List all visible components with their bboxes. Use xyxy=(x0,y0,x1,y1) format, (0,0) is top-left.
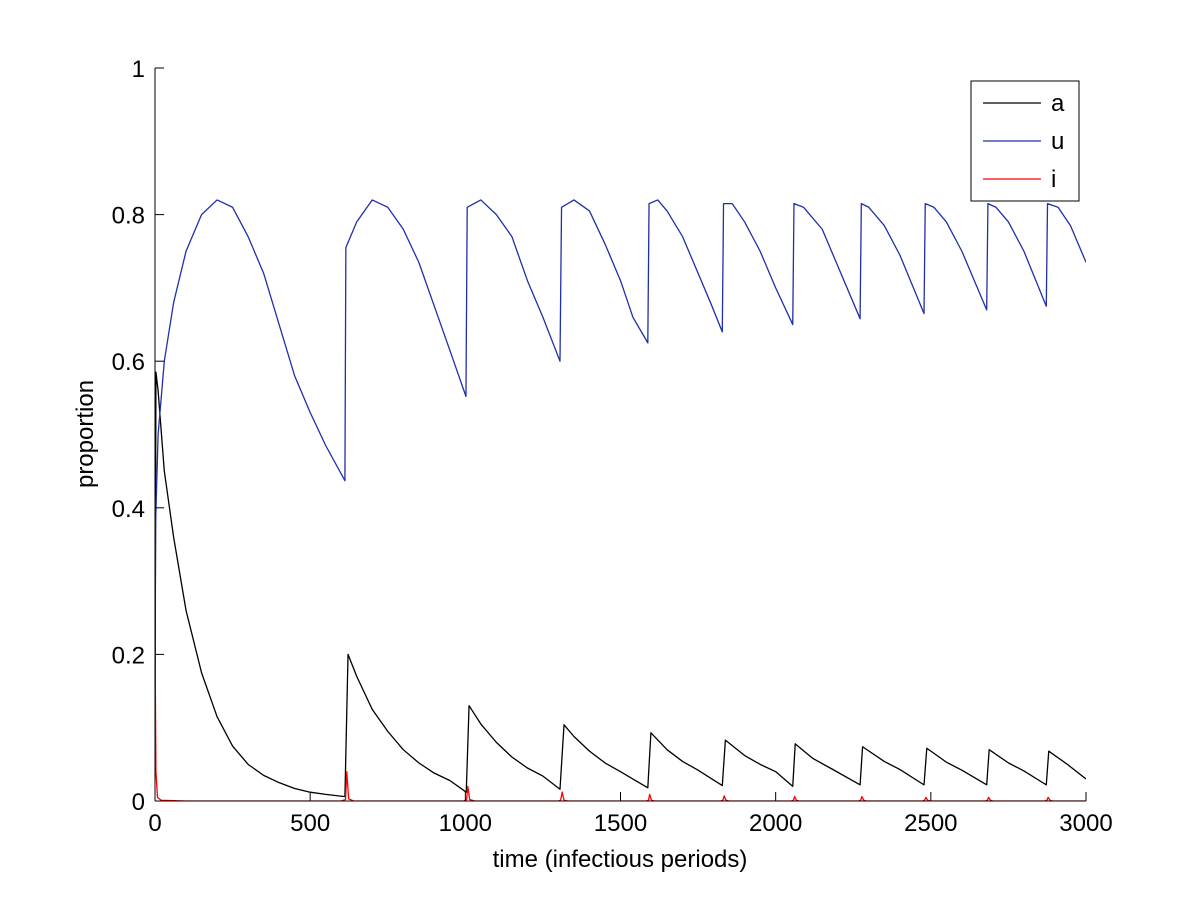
y-tick-label: 0.4 xyxy=(112,496,145,523)
x-tick-label: 0 xyxy=(148,810,161,837)
y-tick-label: 0.6 xyxy=(112,349,145,376)
y-tick-label: 1 xyxy=(132,56,145,83)
x-axis-label: time (infectious periods) xyxy=(493,846,748,873)
y-tick-label: 0.8 xyxy=(112,203,145,230)
legend-label-u: u xyxy=(1051,128,1064,155)
y-tick-label: 0.2 xyxy=(112,642,145,669)
y-axis-label: proportion xyxy=(72,380,99,488)
ticks: 0 500 1000 1500 2000 2500 3000 0 0.2 0.4 0.6 0.8 1 xyxy=(112,56,1113,837)
x-tick-label: 3000 xyxy=(1059,810,1112,837)
legend: aui xyxy=(970,80,1080,202)
series-u-line xyxy=(155,199,1086,677)
x-tick-label: 1500 xyxy=(594,810,647,837)
x-tick-label: 2000 xyxy=(749,810,802,837)
x-tick-label: 1000 xyxy=(439,810,492,837)
legend-label-i: i xyxy=(1051,166,1056,193)
series-i-line xyxy=(155,639,1086,801)
x-tick-label: 2500 xyxy=(904,810,957,837)
series-layer xyxy=(155,199,1086,801)
x-tick-label: 500 xyxy=(290,810,330,837)
y-tick-label: 0 xyxy=(132,789,145,816)
series-a-line xyxy=(155,371,1086,798)
legend-label-a: a xyxy=(1051,90,1065,117)
axes xyxy=(154,68,1086,802)
